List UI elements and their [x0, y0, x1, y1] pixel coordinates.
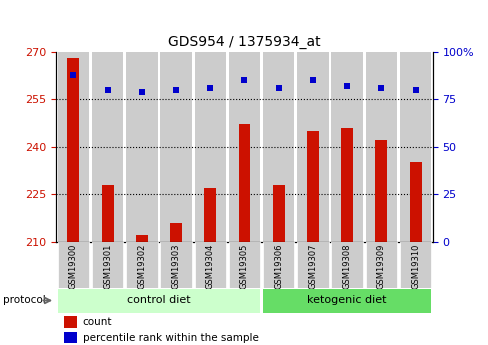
- Bar: [194, 241, 225, 288]
- Bar: [92, 241, 123, 288]
- Text: percentile rank within the sample: percentile rank within the sample: [82, 333, 258, 343]
- Bar: [102, 185, 113, 242]
- Point: [411, 87, 419, 92]
- Bar: [409, 162, 421, 242]
- Bar: [365, 241, 396, 288]
- Text: GSM19308: GSM19308: [342, 244, 351, 289]
- Bar: [331, 52, 362, 241]
- Text: GSM19301: GSM19301: [103, 244, 112, 289]
- Bar: [58, 289, 260, 313]
- Bar: [92, 52, 123, 241]
- Bar: [399, 241, 430, 288]
- Text: GSM19300: GSM19300: [69, 244, 78, 289]
- Bar: [194, 52, 225, 241]
- Bar: [399, 52, 430, 241]
- Bar: [67, 58, 79, 241]
- Bar: [365, 52, 396, 241]
- Bar: [263, 241, 294, 288]
- Point: [69, 72, 77, 77]
- Point: [274, 85, 282, 90]
- Bar: [272, 185, 284, 242]
- Bar: [160, 52, 191, 241]
- Text: GSM19306: GSM19306: [274, 244, 283, 289]
- Text: GSM19310: GSM19310: [410, 244, 419, 289]
- Bar: [204, 188, 216, 241]
- Bar: [263, 52, 294, 241]
- Bar: [160, 241, 191, 288]
- Bar: [126, 241, 157, 288]
- Text: GSM19302: GSM19302: [137, 244, 146, 289]
- Text: GSM19309: GSM19309: [376, 244, 385, 289]
- Bar: [58, 241, 89, 288]
- Bar: [63, 316, 77, 328]
- Text: GSM19304: GSM19304: [205, 244, 214, 289]
- Text: GSM19305: GSM19305: [240, 244, 248, 289]
- Bar: [297, 241, 328, 288]
- Title: GDS954 / 1375934_at: GDS954 / 1375934_at: [168, 35, 320, 49]
- Point: [308, 77, 316, 83]
- Point: [377, 85, 385, 90]
- Point: [138, 89, 145, 94]
- Bar: [297, 52, 328, 241]
- Text: control diet: control diet: [127, 296, 190, 305]
- Text: GSM19307: GSM19307: [308, 244, 317, 289]
- Point: [103, 87, 111, 92]
- Point: [343, 83, 350, 89]
- Bar: [136, 235, 147, 242]
- Bar: [58, 52, 89, 241]
- Bar: [228, 52, 260, 241]
- Bar: [375, 140, 386, 242]
- Bar: [63, 332, 77, 344]
- Bar: [126, 52, 157, 241]
- Bar: [306, 131, 318, 242]
- Bar: [170, 223, 182, 242]
- Text: ketogenic diet: ketogenic diet: [307, 296, 386, 305]
- Text: count: count: [82, 317, 112, 327]
- Bar: [228, 241, 260, 288]
- Point: [240, 77, 248, 83]
- Bar: [263, 289, 430, 313]
- Text: protocol: protocol: [3, 295, 45, 305]
- Bar: [331, 241, 362, 288]
- Point: [206, 85, 214, 90]
- Bar: [341, 128, 352, 241]
- Bar: [238, 125, 250, 242]
- Text: GSM19303: GSM19303: [171, 244, 180, 289]
- Point: [172, 87, 180, 92]
